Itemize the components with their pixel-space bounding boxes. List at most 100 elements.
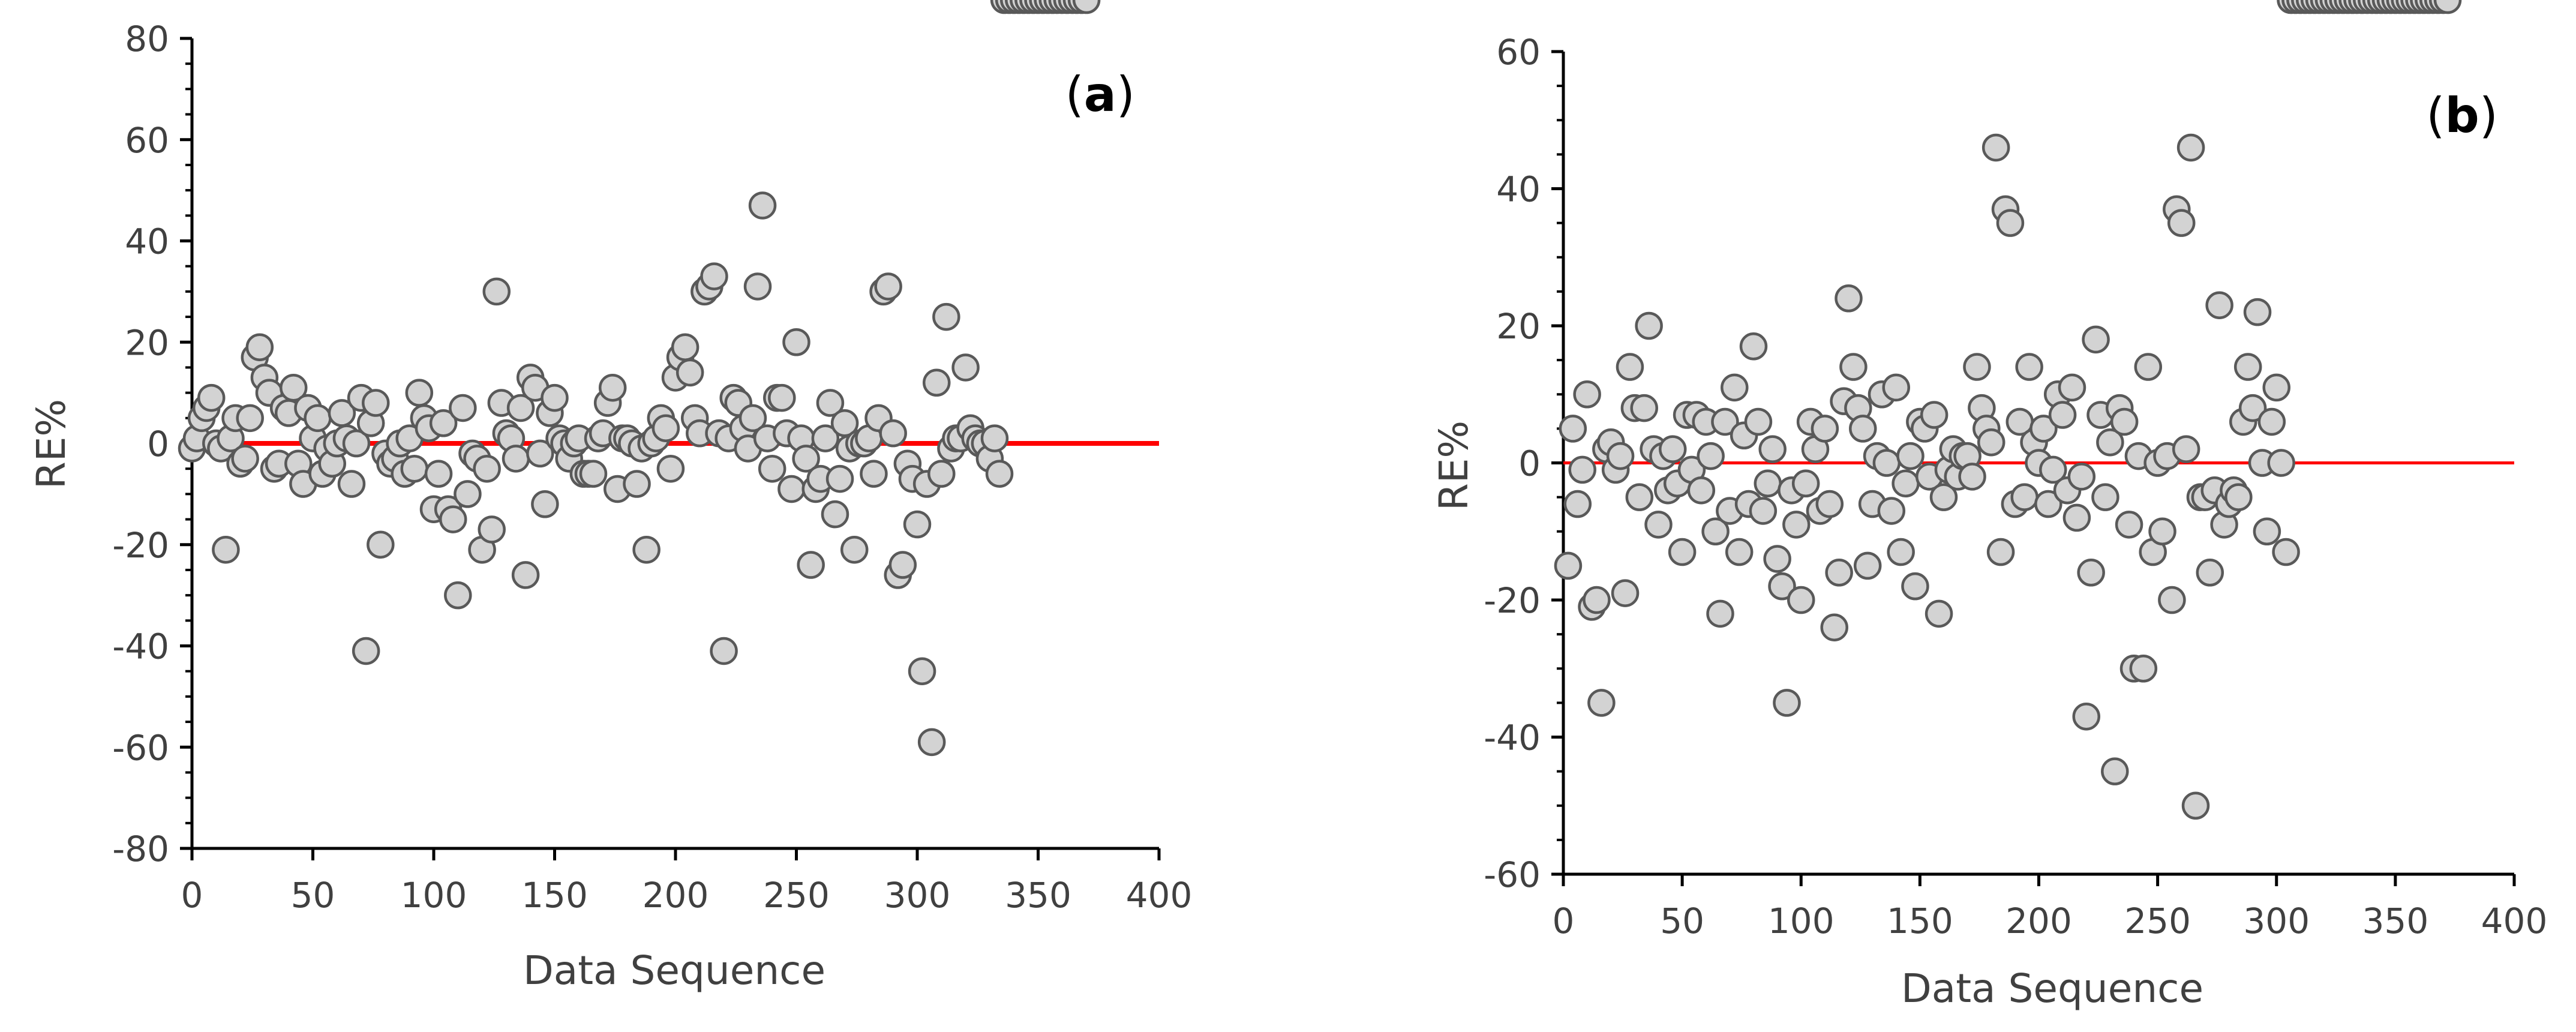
data-point bbox=[1754, 469, 1782, 498]
data-point bbox=[1725, 538, 1754, 566]
x-axis-title: Data Sequence bbox=[1901, 965, 2203, 1012]
data-point bbox=[2158, 586, 2186, 614]
data-point bbox=[951, 353, 980, 382]
data-point bbox=[1835, 284, 1863, 313]
x-tick-label: 250 bbox=[763, 875, 830, 916]
x-tick-label: 0 bbox=[1553, 901, 1575, 941]
data-point bbox=[1644, 511, 1673, 539]
data-point bbox=[2181, 791, 2210, 820]
data-point bbox=[405, 379, 434, 407]
data-point bbox=[1687, 476, 1716, 505]
y-tick-label: 40 bbox=[125, 221, 169, 262]
data-point bbox=[2029, 415, 2058, 443]
data-point bbox=[811, 424, 840, 452]
data-point bbox=[1901, 572, 1929, 601]
data-point bbox=[1787, 586, 1815, 614]
data-point bbox=[1568, 455, 1596, 484]
data-point bbox=[337, 470, 366, 498]
data-point bbox=[2048, 401, 2077, 429]
y-tick-label: 60 bbox=[125, 120, 169, 161]
data-point bbox=[1587, 689, 1616, 717]
data-point bbox=[506, 394, 535, 422]
data-point bbox=[1782, 511, 1811, 539]
data-point bbox=[424, 460, 453, 488]
data-point bbox=[2148, 517, 2176, 545]
data-point bbox=[231, 445, 259, 473]
x-tick-label: 350 bbox=[2362, 901, 2429, 941]
data-point bbox=[2034, 490, 2062, 518]
data-point bbox=[1882, 373, 1910, 402]
data-point bbox=[1977, 428, 2005, 457]
data-point bbox=[1773, 689, 1801, 717]
data-point bbox=[1887, 538, 1915, 566]
y-tick-label: -80 bbox=[112, 829, 169, 869]
data-point bbox=[352, 637, 380, 665]
data-point bbox=[1701, 517, 1730, 545]
data-point bbox=[671, 333, 699, 361]
data-point bbox=[2176, 133, 2205, 162]
data-point bbox=[743, 272, 772, 301]
data-point bbox=[2058, 373, 2086, 402]
x-tick-label: 300 bbox=[2243, 901, 2310, 941]
data-point bbox=[768, 383, 796, 412]
data-point bbox=[429, 409, 458, 437]
y-tick-label: 0 bbox=[147, 424, 169, 464]
data-point bbox=[1925, 599, 1953, 628]
data-point bbox=[1768, 572, 1796, 601]
data-point bbox=[1749, 497, 1778, 525]
x-tick-label: 50 bbox=[1660, 901, 1704, 941]
data-point bbox=[1853, 551, 1882, 580]
data-point bbox=[482, 277, 511, 306]
y-tick-label: 0 bbox=[1518, 443, 1541, 484]
data-point bbox=[1559, 415, 1587, 443]
data-point bbox=[927, 460, 956, 488]
data-point bbox=[1815, 490, 1844, 518]
data-point bbox=[342, 429, 371, 458]
data-point bbox=[1744, 407, 1773, 436]
chart-panel-a: (a) Data Sequence RE% -80 -60 -40 -20 0 20 40 6… bbox=[28, 0, 1192, 994]
x-tick-label: 400 bbox=[2481, 901, 2548, 941]
data-point bbox=[2082, 325, 2110, 354]
data-point bbox=[2134, 353, 2163, 381]
data-point bbox=[1920, 401, 1948, 429]
data-point bbox=[1929, 483, 1958, 511]
data-point bbox=[2433, 0, 2462, 14]
data-point bbox=[908, 657, 936, 685]
data-point bbox=[922, 368, 951, 397]
data-point bbox=[473, 454, 501, 483]
data-point bbox=[840, 535, 869, 564]
y-tick-label: -40 bbox=[112, 626, 169, 667]
data-point bbox=[1839, 353, 1868, 381]
data-point bbox=[1668, 538, 1697, 566]
data-point bbox=[2010, 483, 2038, 511]
data-point bbox=[2077, 559, 2105, 587]
data-point bbox=[1791, 469, 1820, 498]
y-tick-label: -20 bbox=[1484, 580, 1541, 621]
data-point bbox=[2172, 435, 2200, 463]
x-tick-label: 150 bbox=[1887, 901, 1953, 941]
y-tick-label: 20 bbox=[1496, 306, 1541, 347]
data-point bbox=[1872, 449, 1901, 477]
data-point bbox=[710, 637, 738, 665]
data-point bbox=[917, 728, 946, 757]
data-point bbox=[782, 328, 810, 356]
data-point bbox=[1697, 442, 1725, 470]
data-point bbox=[400, 454, 429, 483]
x-tick-label: 150 bbox=[521, 875, 588, 916]
y-tick-label: -20 bbox=[112, 525, 169, 566]
data-point bbox=[1763, 545, 1791, 573]
data-point bbox=[1996, 209, 2025, 237]
data-point bbox=[541, 383, 569, 412]
data-point bbox=[1739, 332, 1768, 361]
data-point bbox=[1849, 415, 1877, 443]
x-tick-label: 0 bbox=[181, 875, 203, 916]
x-tick-label: 250 bbox=[2124, 901, 2191, 941]
x-tick-label: 400 bbox=[1126, 875, 1193, 916]
x-tick-label: 200 bbox=[643, 875, 709, 916]
data-point bbox=[2101, 757, 2129, 785]
panel-a-label: (a) bbox=[1065, 67, 1135, 122]
x-axis-title: Data Sequence bbox=[523, 947, 825, 994]
data-point bbox=[212, 535, 240, 564]
y-tick-label: -60 bbox=[1484, 854, 1541, 895]
